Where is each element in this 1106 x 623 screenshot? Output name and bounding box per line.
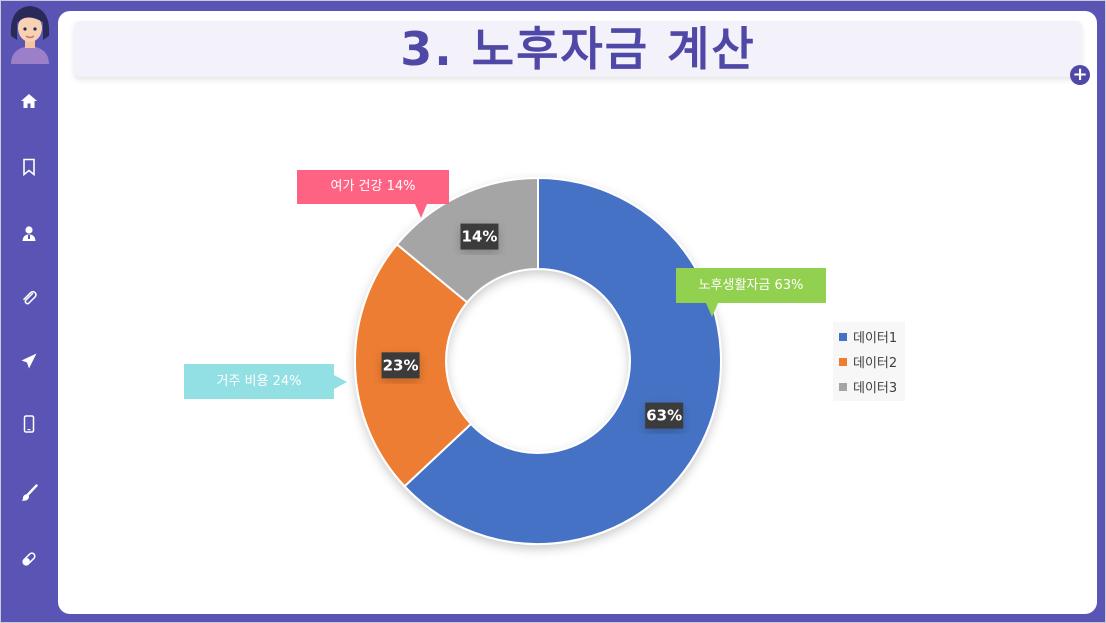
chart-legend: 데이터1 데이터2 데이터3: [833, 322, 905, 401]
title-bar: 3. 노후자금 계산 +: [74, 21, 1090, 85]
data-label-데이터3: 14%: [460, 223, 499, 250]
callout-pointer: [415, 204, 427, 218]
paperclip-icon[interactable]: [17, 286, 41, 310]
data-label-데이터1: 63%: [645, 402, 684, 429]
data-label-데이터2: 23%: [381, 352, 420, 379]
home-icon[interactable]: [17, 89, 41, 113]
callout-pointer: [334, 374, 347, 389]
brush-icon[interactable]: [17, 481, 41, 505]
sidebar: [0, 0, 58, 623]
legend-label: 데이터2: [853, 356, 898, 371]
add-button[interactable]: +: [1070, 65, 1090, 85]
bookmark-icon[interactable]: [17, 155, 41, 179]
legend-swatch: [839, 382, 847, 391]
legend-item-데이터3: 데이터3: [833, 374, 905, 399]
callout-label: 노후생활자금 63%: [676, 268, 826, 303]
legend-swatch: [839, 357, 847, 366]
svg-text:63%: 63%: [646, 407, 682, 425]
legend-label: 데이터1: [853, 331, 898, 346]
svg-text:23%: 23%: [383, 356, 419, 374]
legend-swatch: [839, 332, 847, 341]
callout-label: 여가 건강 14%: [297, 170, 449, 204]
send-icon[interactable]: [17, 349, 41, 373]
avatar: [3, 2, 57, 64]
page-title: 3. 노후자금 계산: [400, 22, 756, 76]
legend-label: 데이터3: [853, 381, 898, 396]
legend-item-데이터1: 데이터1: [833, 324, 905, 349]
phone-icon[interactable]: [17, 412, 41, 436]
user-icon[interactable]: [17, 221, 41, 245]
callout-label: 거주 비용 24%: [184, 364, 334, 399]
pill-icon[interactable]: [17, 547, 41, 571]
svg-text:14%: 14%: [462, 228, 498, 246]
callout-pointer: [706, 303, 718, 317]
legend-item-데이터2: 데이터2: [833, 349, 905, 374]
